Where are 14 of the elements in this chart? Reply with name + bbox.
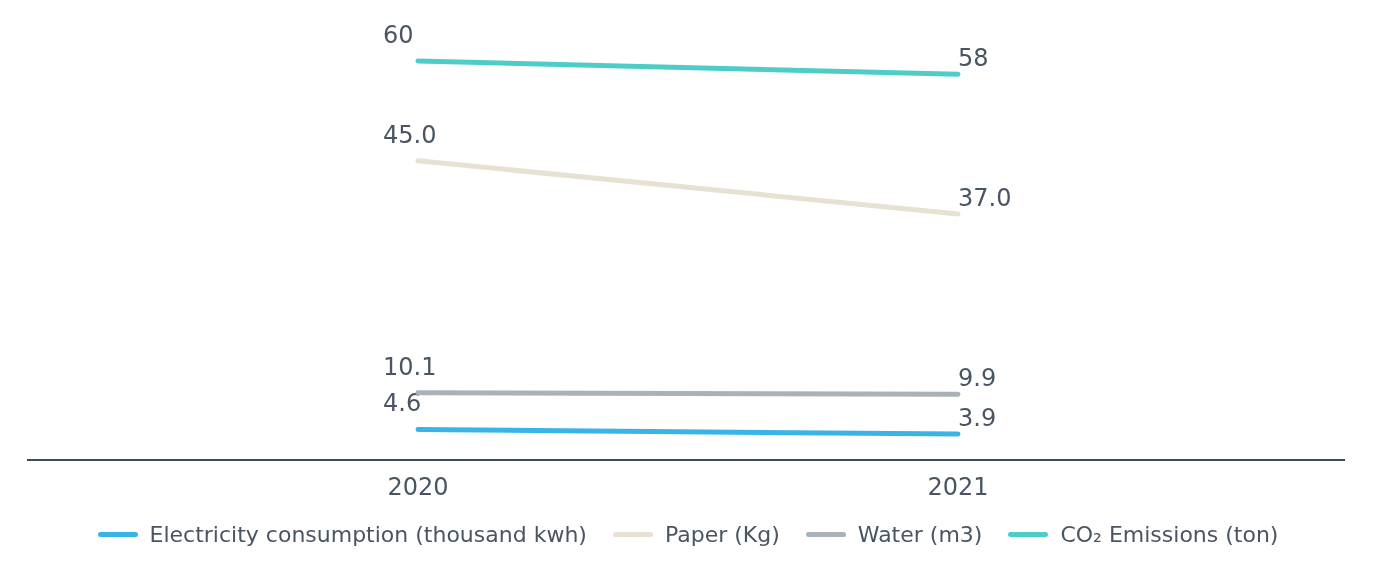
x-tick-label: 2021 [927, 473, 989, 501]
data-label: 45.0 [383, 120, 437, 149]
legend-label: CO₂ Emissions (ton) [1060, 522, 1279, 547]
data-label: 60 [383, 21, 414, 49]
data-label: 58 [958, 44, 989, 73]
data-label: 37.0 [958, 183, 1012, 212]
legend-label: Electricity consumption (thousand kwh) [149, 522, 587, 547]
data-label: 4.6 [383, 389, 422, 418]
data-label: 9.9 [958, 364, 997, 393]
x-tick-label: 2020 [387, 473, 449, 501]
data-label: 3.9 [958, 404, 997, 433]
legend-label: Water (m3) [857, 522, 983, 547]
data-label: 10.1 [383, 352, 437, 381]
legend-label: Paper (Kg) [664, 522, 780, 547]
